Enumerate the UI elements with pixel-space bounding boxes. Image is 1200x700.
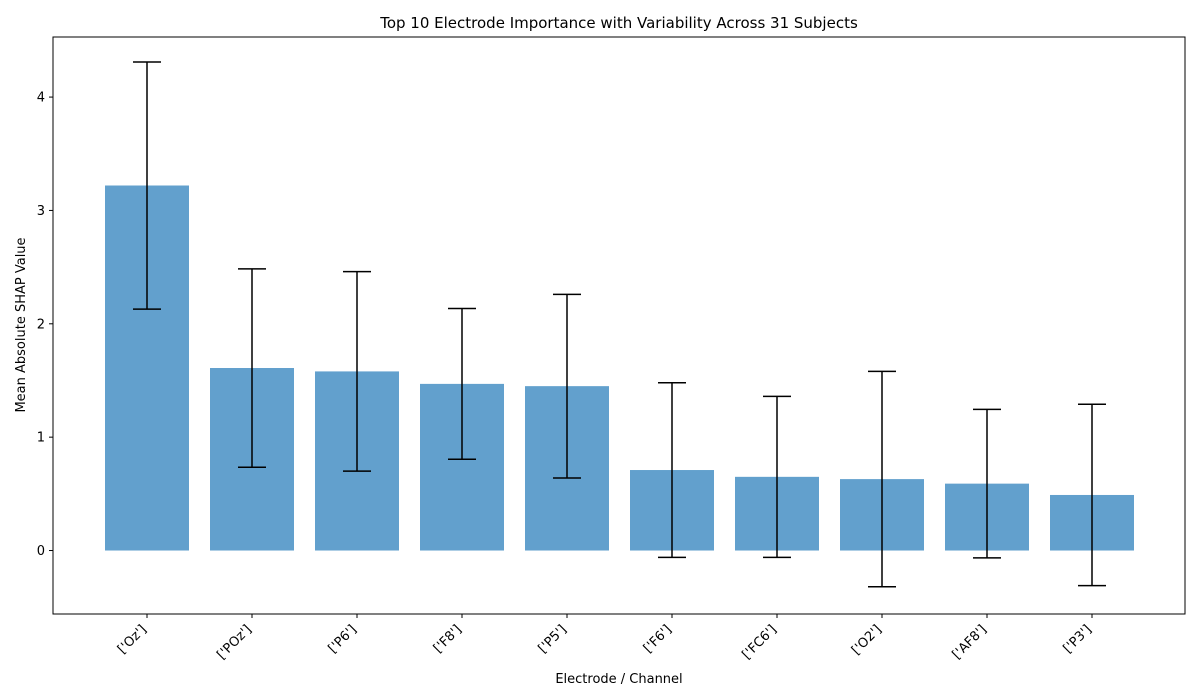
x-tick-label: ['F8'] xyxy=(431,622,465,656)
y-tick-label: 1 xyxy=(37,431,45,446)
x-tick-label: ['P6'] xyxy=(326,622,360,656)
y-axis-label: Mean Absolute SHAP Value xyxy=(14,237,29,412)
x-tick-label: ['AF8'] xyxy=(950,622,990,662)
y-tick-label: 4 xyxy=(37,91,45,106)
x-axis-label: Electrode / Channel xyxy=(555,672,682,687)
x-tick-label: ['P5'] xyxy=(536,622,570,656)
y-tick-label: 0 xyxy=(37,544,45,559)
plot-area xyxy=(105,61,1134,588)
x-tick-label: ['Oz'] xyxy=(115,622,150,657)
x-tick-label: ['O2'] xyxy=(849,622,885,658)
y-tick-label: 3 xyxy=(37,204,45,219)
y-tick-label: 2 xyxy=(37,317,45,332)
y-axis: 0 1 2 3 4 xyxy=(37,91,53,559)
x-axis: ['Oz'] ['POz'] ['P6'] ['F8'] ['P5'] ['F6'] ['F… xyxy=(115,614,1095,663)
x-tick-label: ['P3'] xyxy=(1061,622,1095,656)
x-tick-label: ['FC6'] xyxy=(739,622,779,662)
x-tick-label: ['F6'] xyxy=(641,622,675,656)
x-tick-label: ['POz'] xyxy=(214,622,254,662)
chart-title: Top 10 Electrode Importance with Variabi… xyxy=(379,14,858,32)
plot-frame xyxy=(52,36,1186,615)
